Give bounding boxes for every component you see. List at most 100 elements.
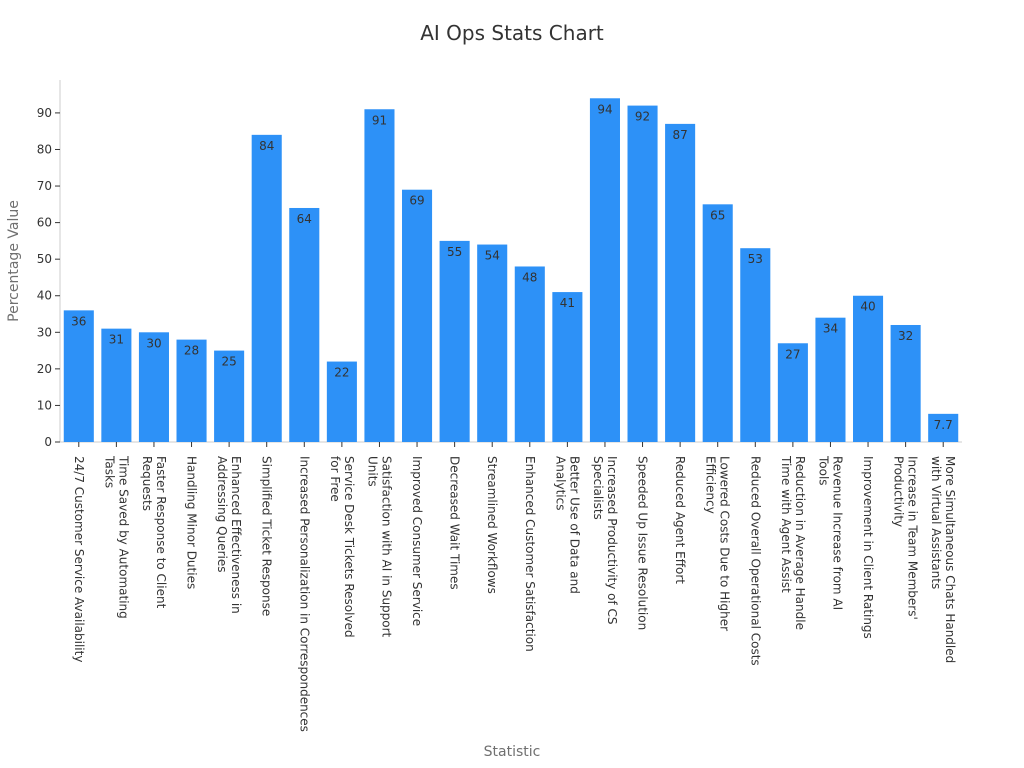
x-tick-label-line: Improved Consumer Service [410,456,424,626]
y-axis-title: Percentage Value [6,200,22,322]
bar [589,98,620,442]
bar-value-label: 84 [259,139,274,153]
x-tick-label-line: Analytics [553,456,567,511]
y-tick-label: 40 [37,289,52,303]
bar [63,310,94,442]
bar-value-label: 69 [409,194,424,208]
x-tick-label-line: Better Use of Data and [567,456,581,594]
bar [552,292,583,442]
bar [740,248,771,442]
bar-value-label: 25 [221,355,236,369]
x-tick-label-line: Tools [816,455,830,486]
x-tick-label-line: Enhanced Effectiveness in [229,456,243,614]
bar [364,109,395,442]
x-tick-label: Speeded Up Issue Resolution [636,456,650,630]
bar-value-label: 64 [297,212,312,226]
x-tick-label-line: Streamlined Workflows [485,456,499,594]
y-axis: 0 10 20 30 40 50 60 70 80 90 [37,80,61,449]
x-tick-label-line: Addressing Queries [215,456,229,573]
x-tick-label-line: Time Saved by Automating [116,455,130,619]
bar-value-label: 91 [372,113,387,127]
bar-value-label: 55 [447,245,462,259]
bar-labels: 36 31 30 28 25 84 64 22 91 69 55 54 48 41 94 92 87 65 53 27… [71,102,953,432]
x-tick-label: 24/7 Customer Service Availability [72,456,86,662]
x-tick-label-line: Productivity [892,456,906,527]
x-tick-label-line: with Virtual Assistants [929,456,943,589]
x-tick-label-line: Improvement in Client Ratings [861,456,875,639]
x-tick-label-line: Increased Productivity of CS [605,456,619,625]
bar [214,350,245,442]
x-tick-label: Reduced Overall Operational Costs [748,456,762,666]
bar [928,413,959,442]
x-tick-label: Handling Minor Duties [185,456,199,589]
y-tick-label: 70 [37,179,52,193]
x-tick-label-line: More Simultaneous Chats Handled [943,456,957,663]
y-tick-label: 20 [37,362,52,376]
x-tick-label: Simplified Ticket Response [260,456,274,616]
x-tick-label-line: Increased Personalization in Corresponde… [297,456,311,732]
x-tick-label-line: Tasks [102,455,116,488]
bar [777,343,808,442]
x-tick-label-line: Units [365,456,379,487]
x-tick-label-line: Satisfaction with AI in Support [379,456,393,638]
bar-value-label: 65 [710,208,725,222]
bar-value-label: 40 [860,300,875,314]
bar-value-label: 7.7 [934,418,953,432]
bar [326,361,357,442]
x-tick-label-line: Reduced Overall Operational Costs [748,456,762,666]
x-tick-label: Decreased Wait Times [448,456,462,590]
bar [138,332,169,442]
bar-value-label: 48 [522,270,537,284]
x-tick-label-line: Faster Response to Client [154,456,168,609]
category-labels: 24/7 Customer Service Availability Time S… [72,455,957,732]
y-tick-label: 80 [37,142,52,156]
x-tick-label: Reduced Agent Effort [673,456,687,584]
bar [251,134,282,442]
bar-value-label: 36 [71,314,86,328]
bar-value-label: 87 [672,128,687,142]
x-axis-title: Statistic [484,744,541,760]
bar [101,328,132,442]
x-tick-label-line: Service Desk Tickets Resolved [342,456,356,638]
bar [890,324,921,442]
x-tick-label-line: 24/7 Customer Service Availability [72,456,86,662]
x-tick-label: Increased Personalization in Corresponde… [297,456,311,732]
x-tick-label-line: Enhanced Customer Satisfaction [523,456,537,652]
bar-value-label: 30 [146,336,161,350]
x-axis [60,441,962,447]
bar-value-label: 28 [184,344,199,358]
y-tick-label: 60 [37,216,52,230]
y-tick-label: 0 [44,435,52,449]
x-tick-label-line: Efficiency [704,456,718,514]
x-tick-label-line: Requests [140,456,154,511]
x-tick-label: Increase in Team Members'Productivity [892,456,920,620]
y-tick-label: 90 [37,106,52,120]
x-tick-label-line: Increase in Team Members' [906,456,920,620]
bar-value-label: 31 [109,333,124,347]
bar [439,240,470,442]
x-tick-label: Enhanced Customer Satisfaction [523,456,537,652]
x-tick-label-line: Lowered Costs Due to Higher [718,456,732,631]
bar-value-label: 41 [560,296,575,310]
bar-value-label: 54 [485,249,500,263]
bars [63,98,959,443]
bar [176,339,207,442]
x-tick-label-line: Specialists [591,456,605,520]
bar [402,189,433,442]
bar [514,266,545,442]
y-tick-label: 30 [37,325,52,339]
x-tick-label: Improved Consumer Service [410,456,424,626]
bar-value-label: 32 [898,329,913,343]
bar-value-label: 94 [597,102,612,116]
x-tick-label-line: for Free [328,456,342,502]
